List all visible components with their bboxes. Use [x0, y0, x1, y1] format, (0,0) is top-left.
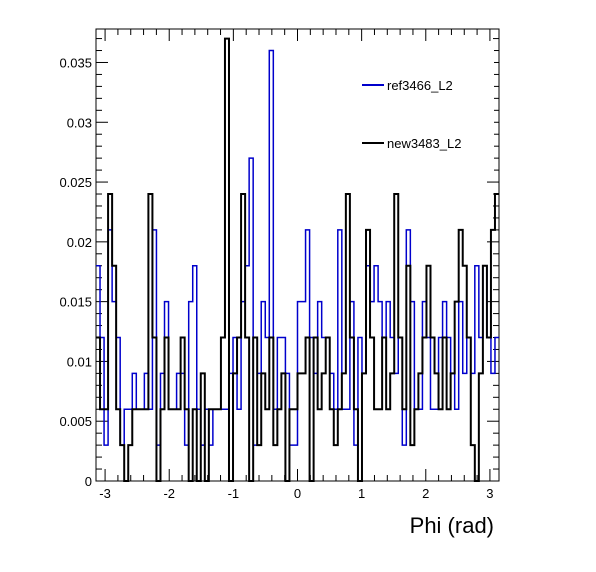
- legend-label: ref3466_L2: [387, 78, 453, 93]
- x-tick-label: 3: [486, 486, 493, 501]
- x-tick-label: 2: [422, 486, 429, 501]
- x-axis-title: Phi (rad): [410, 513, 494, 538]
- legend-box: [358, 46, 494, 174]
- y-tick-label: 0: [85, 474, 92, 489]
- legend: ref3466_L2 new3483_L2: [358, 46, 494, 174]
- x-tick-label: 1: [358, 486, 365, 501]
- y-tick-label: 0.02: [67, 235, 92, 250]
- y-tick-label: 0.025: [59, 175, 92, 190]
- y-tick-label: 0.01: [67, 354, 92, 369]
- series-layer: [96, 37, 499, 482]
- legend-label: new3483_L2: [387, 136, 461, 151]
- x-tick-label: -3: [99, 486, 111, 501]
- tick-labels: -3 -2 -1 0 1 2 3 0 0.005 0.01 0.015 0.02 0.025 0.03 0.…: [59, 55, 493, 501]
- series-new3483_L2-line: [96, 37, 499, 482]
- x-tick-label: 0: [294, 486, 301, 501]
- y-tick-label: 0.03: [67, 115, 92, 130]
- y-tick-label: 0.005: [59, 414, 92, 429]
- x-tick-label: -2: [163, 486, 175, 501]
- y-tick-label: 0.015: [59, 295, 92, 310]
- y-tick-label: 0.035: [59, 55, 92, 70]
- x-tick-label: -1: [228, 486, 240, 501]
